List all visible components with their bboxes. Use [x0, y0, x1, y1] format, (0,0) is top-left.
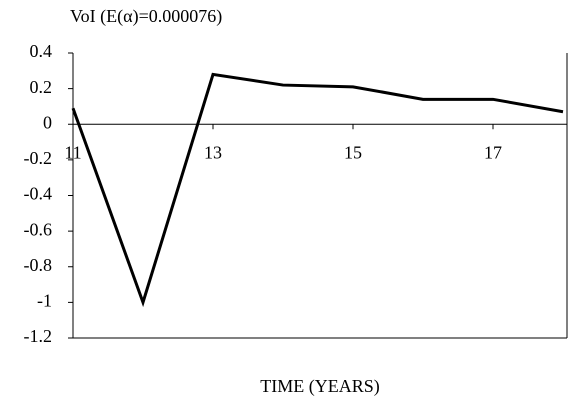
y-tick-label: 0.4: [30, 41, 53, 61]
chart-title: VoI (E(α)=0.000076): [70, 6, 222, 27]
y-tick-label: 0: [43, 112, 52, 132]
x-tick-label: 15: [344, 142, 362, 162]
y-tick-label: -0.6: [24, 219, 53, 239]
x-tick-label: 13: [204, 142, 222, 162]
x-tick-label: 11: [64, 142, 81, 162]
x-axis-label: TIME (YEARS): [260, 376, 380, 397]
y-tick-label: -0.8: [24, 255, 53, 275]
y-tick-label: -0.4: [24, 184, 53, 204]
y-tick-label: 0.2: [30, 77, 53, 97]
y-tick-label: -0.2: [24, 148, 53, 168]
y-tick-label: -1: [37, 291, 52, 311]
y-tick-label: -1.2: [24, 326, 53, 346]
x-tick-label: 17: [484, 142, 502, 162]
line-series: [71, 72, 564, 308]
